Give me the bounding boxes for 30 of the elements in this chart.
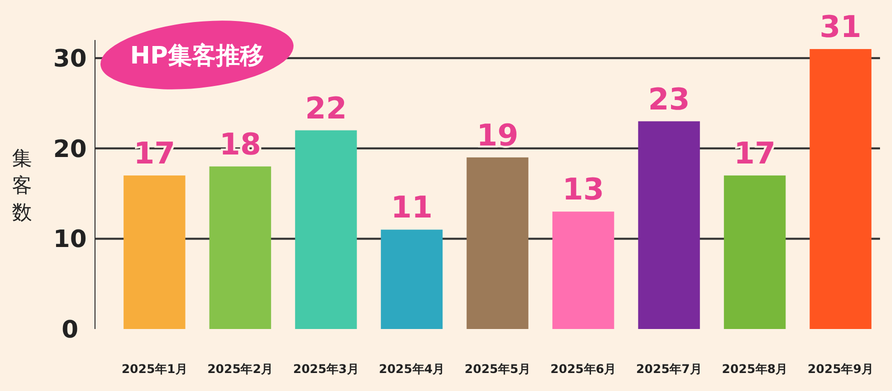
bar: [209, 166, 272, 329]
data-label: 23: [648, 82, 690, 118]
y-tick-label: 20: [53, 134, 87, 163]
data-label: 19: [476, 118, 518, 154]
bar: [295, 130, 357, 329]
y-tick-label: 10: [53, 225, 87, 254]
data-label: 22: [305, 91, 347, 126]
bar: [724, 175, 786, 329]
data-label: 13: [562, 172, 604, 208]
y-axis-title: 集客数: [12, 146, 32, 224]
data-label: 11: [390, 190, 433, 226]
x-tick-label: 2025年5月: [464, 362, 530, 376]
bar: [380, 230, 443, 329]
bar: [638, 121, 700, 329]
x-tick-label: 2025年1月: [122, 362, 188, 376]
y-tick-label: 0: [62, 315, 78, 344]
x-tick-label: 2025年2月: [207, 362, 274, 376]
x-tick-label: 2025年9月: [808, 362, 874, 376]
x-tick-label: 2025年4月: [378, 362, 445, 376]
data-label: 31: [820, 10, 862, 46]
bar: [466, 157, 528, 329]
x-tick-label: 2025年7月: [636, 362, 702, 376]
x-tick-label: 2025年6月: [550, 362, 616, 376]
bar: [552, 212, 614, 329]
chart-title: HP集客推移: [130, 41, 264, 70]
x-tick-label: 2025年8月: [722, 362, 788, 376]
y-tick-label: 30: [53, 44, 87, 72]
x-tick-label: 2025年3月: [293, 362, 359, 376]
bar: [124, 175, 186, 329]
bar: [810, 49, 872, 329]
